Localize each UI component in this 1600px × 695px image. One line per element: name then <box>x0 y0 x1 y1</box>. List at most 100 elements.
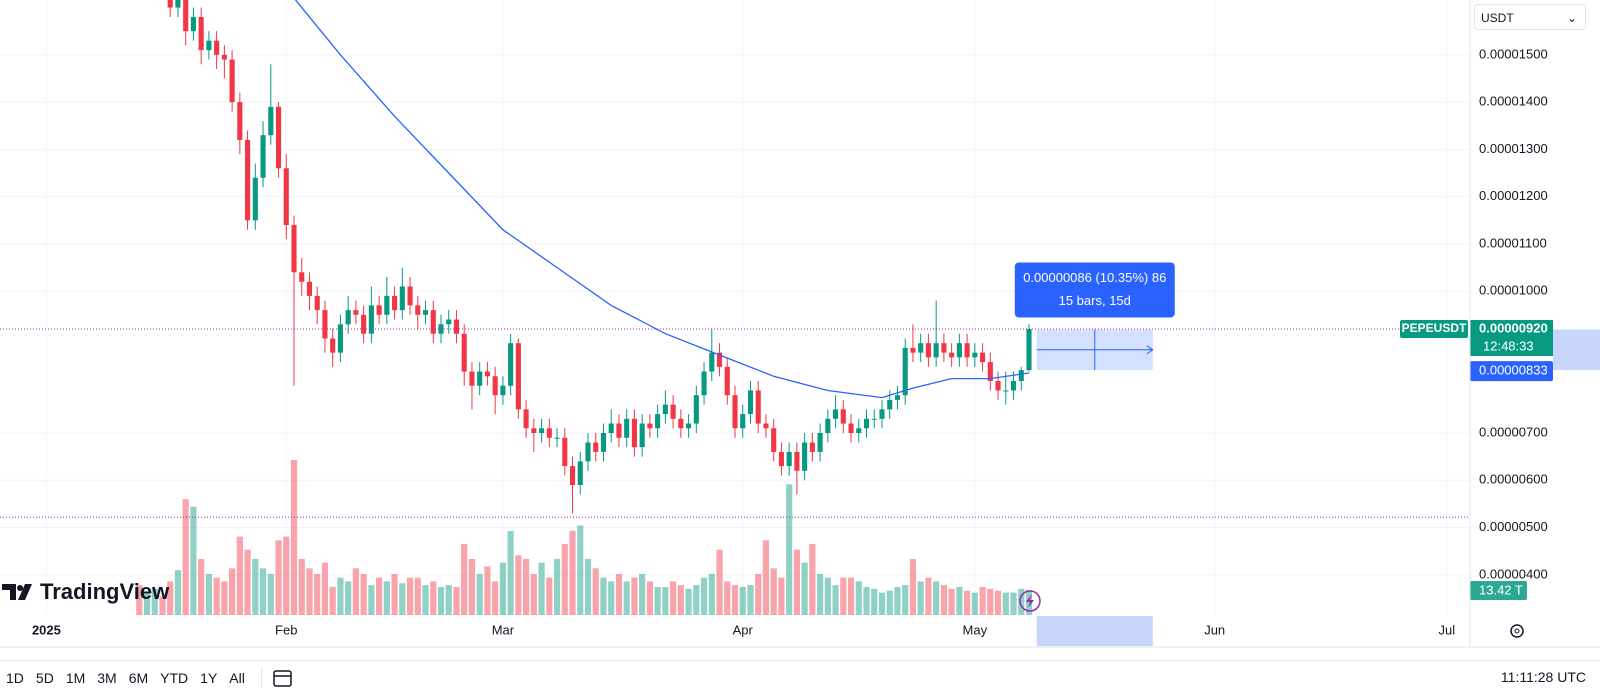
volume-bar <box>724 581 731 615</box>
flash-icon[interactable] <box>1019 590 1041 612</box>
settings-icon[interactable] <box>1514 628 1520 634</box>
volume-bar <box>693 585 700 615</box>
candle-body <box>995 381 1001 391</box>
date-range-icon[interactable] <box>273 670 292 687</box>
volume-bar <box>213 577 220 615</box>
volume-bar <box>878 592 886 615</box>
candle-body <box>902 347 908 396</box>
candle-body <box>221 54 227 60</box>
volume-tag <box>1470 580 1527 600</box>
volume-bar <box>964 590 971 615</box>
candle-body <box>392 295 398 311</box>
flash-icon[interactable] <box>1026 594 1034 608</box>
volume-label: 13.42 T <box>1479 582 1523 597</box>
volume-bar <box>205 573 212 615</box>
candle-body <box>469 371 475 386</box>
candle-body <box>709 352 715 372</box>
volume-bar <box>468 558 476 615</box>
candle-body <box>678 418 684 429</box>
volume-bar <box>832 585 839 615</box>
candle-body <box>662 404 668 415</box>
candle-body <box>809 442 815 452</box>
range-button[interactable]: 1D <box>6 670 24 686</box>
candle-body <box>856 428 862 434</box>
range-button[interactable]: 1M <box>65 670 86 686</box>
range-button[interactable]: 3M <box>97 670 117 686</box>
volume-bar <box>259 568 267 615</box>
volume-bar <box>275 540 282 615</box>
volume-bar <box>577 525 584 615</box>
volume-bar <box>553 558 561 615</box>
volume-bar <box>778 577 785 615</box>
volume-bar <box>762 540 770 615</box>
range-button[interactable]: 6M <box>128 670 149 686</box>
range-button[interactable]: YTD <box>160 670 189 686</box>
clock: 11:11:28 UTC <box>1500 669 1586 685</box>
volume-bar <box>731 585 739 615</box>
x-tick-label: Mar <box>492 622 515 637</box>
volume-bar <box>151 588 158 615</box>
volume-bar <box>360 573 367 615</box>
range-button[interactable]: 5D <box>35 670 54 686</box>
candle-body <box>910 347 916 353</box>
volume-bar <box>267 573 274 615</box>
volume-bar <box>461 544 468 615</box>
volume-bar <box>933 581 940 615</box>
candle-body <box>956 343 962 358</box>
volume-bar <box>662 586 669 615</box>
x-tick-label: Jun <box>1204 622 1225 637</box>
y-tick-label: 0.00001100 <box>1479 235 1547 250</box>
flash-icon[interactable] <box>1019 590 1041 612</box>
range-button[interactable]: All <box>229 670 245 686</box>
volume-bar <box>453 586 460 615</box>
logo-icon <box>17 585 23 591</box>
volume-bar <box>143 592 151 615</box>
volume-bar <box>476 573 483 615</box>
candle-body <box>794 451 800 471</box>
candle-body <box>1018 370 1024 382</box>
candle-body <box>422 310 429 315</box>
candle-body <box>871 418 877 420</box>
volume-bar <box>600 577 607 615</box>
candle-body <box>167 0 173 8</box>
currency: USDT <box>1481 11 1514 25</box>
candle-body <box>925 343 931 358</box>
candle-body <box>453 319 460 334</box>
y-tick-label: 0.00001200 <box>1479 188 1548 203</box>
volume-bar <box>677 585 684 615</box>
grid <box>0 0 1600 646</box>
volume-bar <box>971 592 978 615</box>
candle-body <box>430 310 436 334</box>
y-tick-label: 0.00001000 <box>1479 283 1548 298</box>
volume-bar <box>345 581 352 615</box>
volume-bar <box>1002 592 1009 615</box>
y-tick-label: 0.00001300 <box>1479 141 1548 156</box>
volume-bar <box>391 573 398 615</box>
measure-tooltip <box>1014 262 1175 318</box>
candle-body <box>206 40 212 51</box>
candle-body <box>593 442 599 452</box>
range-button[interactable]: 1Y <box>200 670 218 686</box>
candle-body <box>624 418 630 438</box>
candle-body <box>655 414 661 429</box>
currency-select[interactable]: USDT ⌄ <box>1474 4 1586 30</box>
candle-body <box>894 395 901 400</box>
volume-bar <box>484 566 491 615</box>
candle-body <box>229 59 235 103</box>
candle-body <box>608 423 614 434</box>
candle-body <box>384 295 390 315</box>
volume-bar <box>639 573 646 615</box>
candle-body <box>918 343 924 353</box>
settings[interactable] <box>1510 624 1524 638</box>
settings-icon[interactable] <box>1510 624 1524 638</box>
volume-bar <box>793 549 800 615</box>
volume-bar <box>770 568 777 615</box>
volume-bar <box>700 577 708 615</box>
candle-body <box>647 423 653 429</box>
separator <box>260 668 262 688</box>
candle-body <box>546 428 552 438</box>
volume-bar <box>492 581 499 615</box>
volume-bar <box>406 577 414 615</box>
candle-body <box>190 17 196 32</box>
date-range-icon[interactable] <box>272 667 294 689</box>
